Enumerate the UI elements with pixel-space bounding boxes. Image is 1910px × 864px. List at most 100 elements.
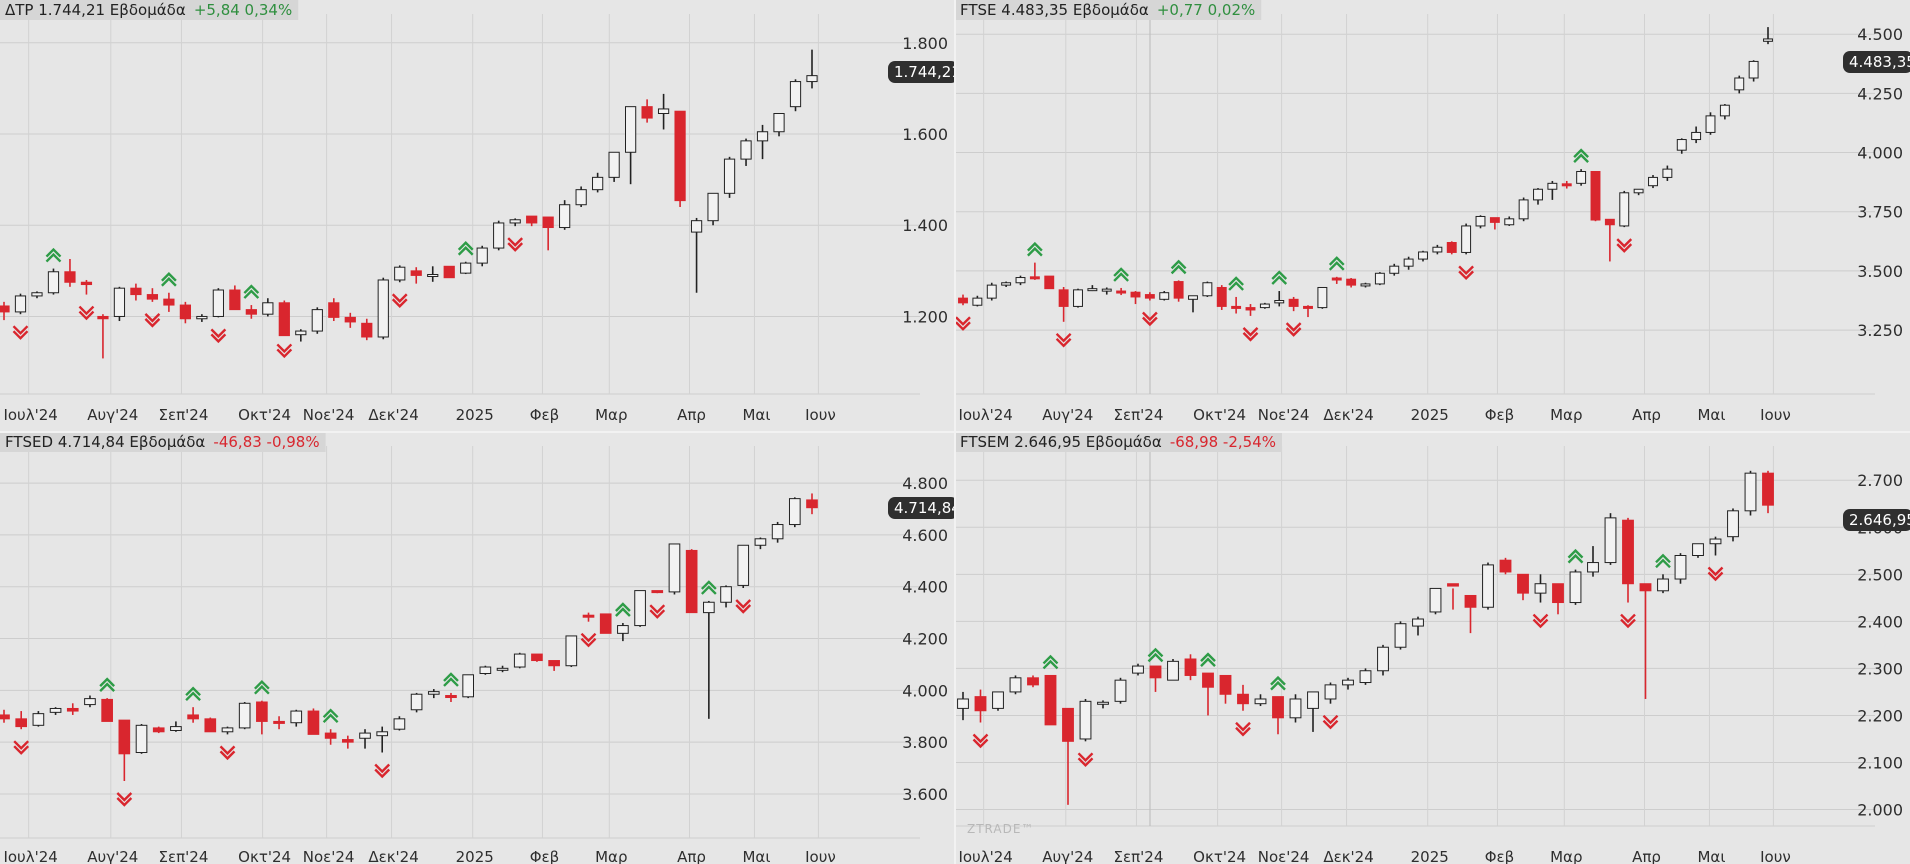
candle (1029, 262, 1040, 280)
x-tick-label: Φεβ (1485, 848, 1515, 864)
candle-body (1159, 292, 1170, 300)
candle-body (1461, 225, 1472, 253)
candle (1303, 305, 1313, 318)
last-price-label: 1.744,21 (894, 63, 961, 81)
candle (101, 698, 113, 722)
signal-up-icon (45, 247, 62, 263)
candle-body (97, 315, 109, 320)
y-tick-label: 1.200 (902, 307, 948, 326)
candle (1692, 543, 1704, 558)
x-tick-label: Φεβ (530, 406, 560, 424)
candle-body (1307, 691, 1319, 709)
candle-body (1027, 677, 1039, 686)
candle-body (1482, 564, 1494, 608)
signal-up-icon (1270, 675, 1286, 691)
candle (377, 277, 389, 340)
candle (789, 79, 802, 112)
x-tick-label: Δεκ'24 (368, 406, 418, 424)
candle (559, 200, 571, 230)
x-tick-label: 2025 (456, 848, 494, 864)
candle-body (1762, 472, 1774, 506)
candle (1412, 616, 1424, 636)
candle-body (229, 289, 241, 311)
candle-body (1377, 646, 1389, 672)
y-tick-label: 2.700 (1857, 471, 1903, 490)
candle (1073, 288, 1083, 308)
y-tick-label: 4.600 (902, 526, 948, 545)
candle-body (273, 720, 285, 724)
signal-up-icon (185, 686, 201, 702)
candle-body (118, 719, 131, 755)
x-tick-label: Απρ (677, 406, 706, 424)
candle (1648, 175, 1658, 189)
change-label: +5,84 0,34% (194, 1, 292, 19)
candle (204, 717, 217, 733)
candle (703, 600, 715, 719)
signal-down-icon (116, 792, 133, 807)
candle-body (1272, 696, 1284, 719)
candle-body (135, 724, 148, 754)
x-tick-label: Οκτ'24 (238, 406, 291, 424)
x-tick-label: Δεκ'24 (368, 848, 418, 864)
panel-dtr[interactable]: 1.800 1.600 1.400 1.200 Ιουλ'24 Αυγ'24 Σεπ'24 Ο… (0, 0, 961, 432)
panel-ftse[interactable]: 4.500 4.250 4.000 3.750 3.500 3.250 Ιουλ'24 Αυγ… (955, 0, 1910, 432)
candle-body (1744, 472, 1757, 512)
panel-ftsed[interactable]: 4.800 4.600 4.400 4.200 4.000 3.800 3.600 Ιουλ'… (0, 432, 961, 864)
candle (1734, 75, 1745, 94)
candle (15, 711, 28, 730)
signal-down-icon (1285, 322, 1302, 337)
candle (66, 703, 79, 715)
candle-body (212, 289, 224, 317)
change-label: +0,77 0,02% (1157, 1, 1255, 19)
candle-body (1058, 289, 1069, 307)
x-tick-label: Μαρ (1550, 848, 1582, 864)
y-tick-label: 3.800 (902, 733, 948, 752)
candle-body (344, 316, 356, 323)
signal-up-icon (1328, 256, 1345, 271)
candle (788, 497, 801, 528)
candle (1079, 698, 1092, 742)
candle-body (559, 204, 571, 229)
candle (542, 216, 554, 251)
candle-body (410, 270, 422, 276)
candle-body (531, 653, 543, 662)
candle (1202, 281, 1213, 297)
candle (1475, 215, 1486, 229)
y-tick-label: 4.500 (1857, 25, 1903, 44)
candle (651, 590, 664, 594)
candle (526, 215, 538, 227)
candle (179, 301, 191, 324)
candle-body (1114, 679, 1127, 702)
panel-ftsem[interactable]: 2.7002.6002.5002.4002.3002.2002.1002.000… (955, 432, 1910, 864)
signal-down-icon (1707, 566, 1724, 582)
candle (509, 218, 521, 227)
signal-down-icon (219, 745, 236, 761)
candle-body (64, 271, 76, 283)
candle (806, 49, 818, 89)
signal-down-icon (1235, 721, 1251, 737)
candle (394, 265, 406, 283)
candle (1719, 104, 1730, 120)
candle-body (707, 192, 719, 222)
candle (1044, 275, 1055, 290)
candle (1272, 696, 1284, 735)
signal-down-icon (1077, 752, 1094, 768)
chart-title: ΔΤΡ 1.744,21 Εβδομάδα (5, 1, 186, 19)
candle (1727, 508, 1739, 542)
y-tick-label: 1.400 (902, 216, 948, 235)
candle (756, 124, 769, 160)
candle (1534, 574, 1547, 603)
last-price-tag (1843, 509, 1910, 531)
candle-body (113, 287, 126, 317)
candle (1662, 165, 1673, 181)
chart-title: FTSE 4.483,35 Εβδομάδα (960, 1, 1149, 19)
candle-body (221, 727, 234, 733)
candle-body (1015, 277, 1026, 284)
candle (1482, 562, 1494, 610)
candle-body (575, 189, 587, 206)
signal-down-icon (972, 733, 989, 749)
x-tick-label: Νοε'24 (1258, 406, 1310, 424)
candle-body (245, 309, 257, 315)
signal-up-icon (1655, 553, 1671, 569)
candle (1744, 470, 1757, 516)
